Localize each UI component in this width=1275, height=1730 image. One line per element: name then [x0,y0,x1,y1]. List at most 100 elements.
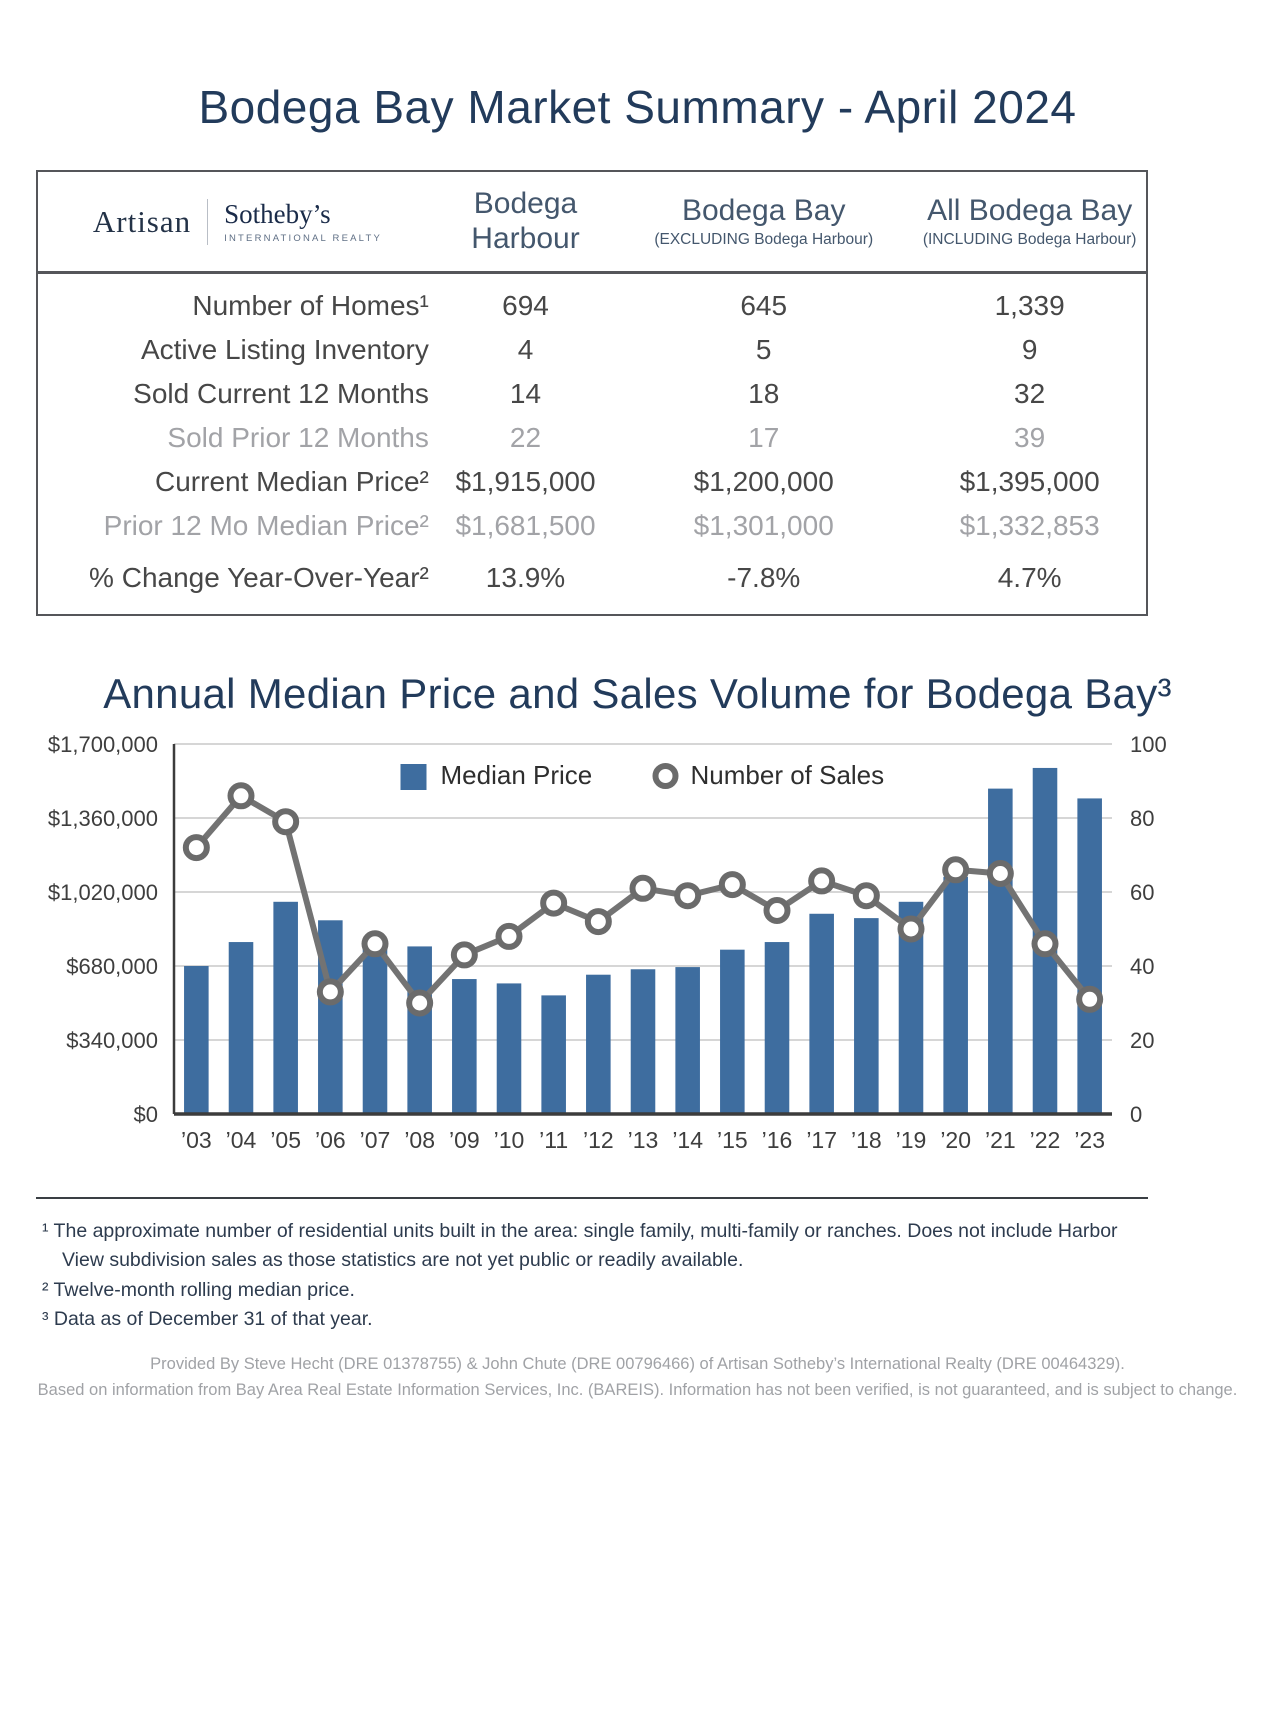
cell-value: 5 [755,334,772,365]
x-axis-tick-label: ’17 [806,1127,837,1153]
page-title: Bodega Bay Market Summary - April 2024 [198,81,1077,133]
row-label: % Change Year-Over-Year² [89,562,429,593]
cell-value: 32 [1014,378,1046,409]
column-header-all-bodega-bay: All Bodega Bay (INCLUDING Bodega Harbour… [913,194,1146,250]
cell-value: 14 [509,378,542,409]
brand-logo: Artisan Sotheby’s INTERNATIONAL REALTY [38,198,437,245]
x-axis-tick-label: ’21 [985,1127,1016,1153]
footnotes: ¹ The approximate number of residential … [42,1217,1155,1334]
cell-value: 39 [1014,422,1046,453]
y2-axis-tick-label: 60 [1130,880,1154,905]
median-price-bar [273,901,298,1114]
cell-value: 17 [748,422,780,453]
x-axis-tick-label: ’23 [1074,1127,1105,1153]
x-axis-tick-label: ’05 [270,1127,301,1153]
x-axis-tick-label: ’18 [851,1127,882,1153]
cell-value: $1,681,500 [455,510,596,541]
footnote-2: ² Twelve-month rolling median price. [42,1278,355,1301]
cell-value: 645 [740,290,788,321]
median-price-bar [630,969,656,1114]
cell-value: 13.9% [485,562,566,593]
median-price-bar [228,942,254,1114]
row-label: Active Listing Inventory [140,334,429,365]
median-price-bar [854,918,879,1114]
market-summary-table: Artisan Sotheby’s INTERNATIONAL REALTY B… [36,170,1148,616]
x-axis-tick-label: ’11 [539,1127,568,1153]
sales-marker [227,782,255,810]
table-row: Prior 12 Mo Median Price² $1,681,500 $1,… [38,504,1146,548]
artisan-wordmark: Artisan [92,203,192,239]
x-axis-tick-label: ’09 [449,1127,480,1153]
column-title: Bodega Harbour [471,187,580,255]
y2-axis-tick-label: 0 [1130,1102,1142,1127]
row-label: Number of Homes¹ [192,290,429,321]
column-header-bodega-harbour: Bodega Harbour [437,187,614,256]
sales-marker [316,978,344,1006]
report-page: Bodega Bay Market Summary - April 2024 A… [0,80,1275,1730]
median-price-bar [184,966,209,1114]
y-axis-tick-label: $0 [134,1102,158,1127]
x-axis-tick-label: ’22 [1030,1127,1061,1153]
sales-marker [718,871,746,899]
median-price-bar [496,983,522,1114]
sales-marker [808,867,836,895]
x-axis-tick-label: ’03 [181,1127,212,1153]
legend-label: Median Price [441,760,593,790]
cell-value: 4.7% [997,562,1062,593]
sothebys-name: Sotheby’s [224,199,331,229]
y-axis-tick-label: $1,020,000 [48,880,158,905]
legend-line-marker [652,763,679,789]
median-price-bar [988,788,1013,1114]
sales-marker [406,989,434,1017]
sales-marker [182,834,210,862]
x-axis-tick-label: ’08 [404,1127,435,1153]
y2-axis-tick-label: 20 [1130,1028,1154,1053]
y2-axis-tick-label: 40 [1130,954,1154,979]
y-axis-tick-label: $1,360,000 [48,806,158,831]
x-axis-tick-label: ’12 [583,1127,614,1153]
cell-value: $1,395,000 [959,466,1100,497]
table-row: % Change Year-Over-Year² 13.9% -7.8% 4.7… [38,556,1146,600]
sales-marker [540,889,568,917]
sales-marker [852,882,880,910]
y-axis-tick-label: $680,000 [66,954,158,979]
x-axis-tick-label: ’15 [717,1127,748,1153]
median-price-bar [764,942,790,1114]
cell-value: 1,339 [994,290,1065,321]
sales-marker [450,941,478,969]
median-price-bar [362,945,388,1114]
footnote-3: ³ Data as of December 31 of that year. [42,1307,373,1330]
sales-marker [942,856,970,884]
row-label: Sold Current 12 Months [133,378,429,409]
x-axis-tick-label: ’14 [672,1127,703,1153]
median-price-bar [675,967,700,1114]
cell-value: 694 [502,290,549,321]
logo-divider [207,198,209,245]
chart-title: Annual Median Price and Sales Volume for… [103,670,1172,717]
y2-axis-tick-label: 100 [1130,732,1167,757]
sales-marker [897,915,925,943]
median-price-bar [586,974,611,1114]
cell-value: $1,200,000 [693,466,834,497]
credit-line-2: Based on information from Bay Area Real … [37,1380,1238,1399]
median-price-bar [943,876,968,1114]
row-label: Sold Prior 12 Months [167,422,429,453]
median-price-bar [720,949,745,1114]
table-row: Sold Current 12 Months 14 18 32 [38,372,1146,416]
column-title: Bodega Bay [681,193,846,227]
x-axis-tick-label: ’19 [896,1127,927,1153]
credits: Provided By Steve Hecht (DRE 01378755) &… [0,1352,1275,1403]
x-axis-tick-label: ’06 [315,1127,346,1153]
sales-marker [272,808,300,836]
median-price-bar [1077,798,1102,1114]
cell-value: $1,332,853 [959,510,1100,541]
price-sales-chart: $0 0 $340,000 20 $680,000 40 $1,020,000 60 $1,36… [48,732,1167,1153]
y-axis-tick-label: $340,000 [66,1028,158,1053]
column-title: All Bodega Bay [927,193,1133,227]
cell-value: 22 [509,422,542,453]
column-subtitle: (EXCLUDING Bodega Harbour) [654,231,874,249]
x-axis-tick-label: ’13 [628,1127,659,1153]
sales-marker [495,922,523,950]
sales-marker [1076,985,1104,1013]
legend-label: Number of Sales [691,760,885,790]
